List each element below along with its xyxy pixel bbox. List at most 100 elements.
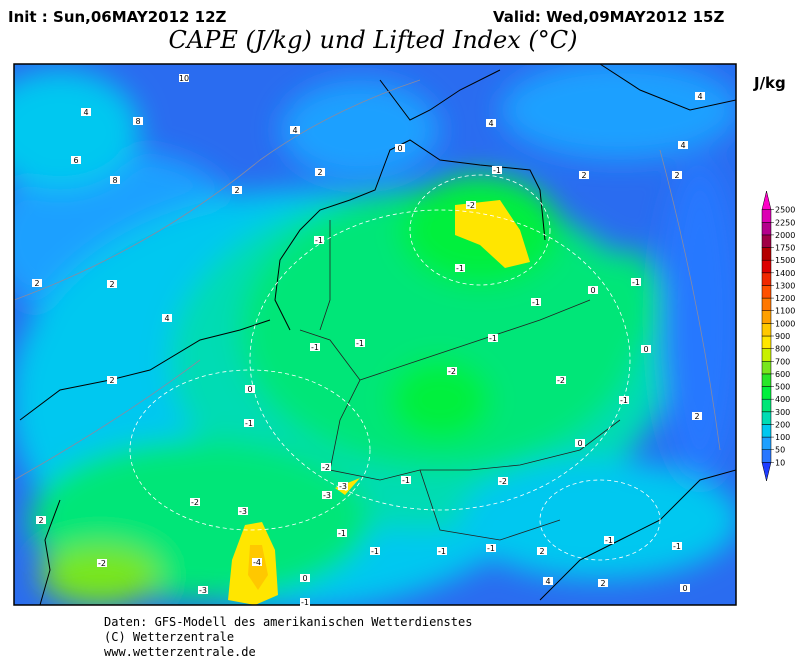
contour-label: 0 xyxy=(397,144,402,153)
contour-label-box xyxy=(36,516,46,524)
contour-label-box xyxy=(314,236,324,244)
contour-label-box xyxy=(447,367,457,375)
colorbar-label: 1500 xyxy=(775,256,795,265)
contour-label: -2 xyxy=(499,477,507,486)
contour-label: -1 xyxy=(338,529,346,538)
contour-label-box xyxy=(598,579,608,587)
contour-label: 6 xyxy=(73,156,78,165)
contour-label: -1 xyxy=(632,278,640,287)
contour-label: -2 xyxy=(557,376,565,385)
contour-label-box xyxy=(198,586,208,594)
contour-label: -1 xyxy=(311,343,319,352)
contour-label: -3 xyxy=(323,491,331,500)
contour-label-box xyxy=(97,559,107,567)
contour-label-box xyxy=(395,144,405,152)
colorbar-swatch xyxy=(761,436,772,450)
contour-label: 4 xyxy=(292,126,297,135)
contour-label: 0 xyxy=(247,385,252,394)
unit-label: J/kg xyxy=(753,74,786,92)
contour-label-box xyxy=(488,334,498,342)
colorbar-swatch xyxy=(761,373,772,387)
contour-label-box xyxy=(179,74,189,82)
contour-label-box xyxy=(71,156,81,164)
contour-label-box xyxy=(556,376,566,384)
contour-label: -1 xyxy=(493,166,501,175)
contour-label: -2 xyxy=(191,498,199,507)
colorbar-label: 1400 xyxy=(775,269,795,278)
colorbar-swatch xyxy=(761,348,772,362)
lifted-index-contours xyxy=(129,174,661,561)
colorbar-swatch xyxy=(761,310,772,324)
contour-label-box xyxy=(107,280,117,288)
colorbar-swatch xyxy=(761,209,772,223)
contour-label: -1 xyxy=(620,396,628,405)
colorbar-label: 1750 xyxy=(775,244,795,253)
contour-label: -1 xyxy=(438,547,446,556)
colorbar-arrow xyxy=(761,462,772,482)
contour-label: -1 xyxy=(301,598,309,607)
contour-label: 8 xyxy=(135,117,140,126)
contour-label-box xyxy=(310,343,320,351)
contour-label-box xyxy=(245,385,255,393)
contour-label: -1 xyxy=(371,547,379,556)
contour-label-box xyxy=(300,598,310,606)
colorbar-swatch xyxy=(761,386,772,400)
contour-label-box xyxy=(81,108,91,116)
colorbar-label: 600 xyxy=(775,370,790,379)
contour-label: -1 xyxy=(315,236,323,245)
colorbar-swatch xyxy=(761,323,772,337)
contour-label-box xyxy=(337,529,347,537)
contour-label: 2 xyxy=(539,547,544,556)
colorbar-swatch xyxy=(761,272,772,286)
contour-label: 0 xyxy=(590,286,595,295)
colorbar-label: 700 xyxy=(775,357,790,366)
colorbar-label: 800 xyxy=(775,345,790,354)
contour-label-box xyxy=(32,279,42,287)
contour-label-box xyxy=(619,396,629,404)
colorbar-swatch xyxy=(761,234,772,248)
colorbar-label: 1200 xyxy=(775,294,795,303)
colorbar-swatch xyxy=(761,222,772,236)
colorbar-swatch xyxy=(761,285,772,299)
contour-label-box xyxy=(579,171,589,179)
contour-label: 2 xyxy=(38,516,43,525)
positive-index-contours xyxy=(14,79,721,481)
contour-label: -1 xyxy=(245,419,253,428)
contour-label-box xyxy=(531,298,541,306)
contour-label-box xyxy=(498,477,508,485)
contour-label-box xyxy=(492,166,502,174)
contour-label-box xyxy=(290,126,300,134)
contour-label: -1 xyxy=(605,536,613,545)
init-time: Init : Sun,06MAY2012 12Z xyxy=(8,8,227,26)
colorbar-arrow xyxy=(761,190,772,210)
contour-label: 2 xyxy=(694,412,699,421)
contour-label-box xyxy=(588,286,598,294)
map-title: CAPE (J/kg) und Lifted Index (°C) xyxy=(169,26,578,54)
contour-label: 0 xyxy=(643,345,648,354)
contour-label-box xyxy=(678,141,688,149)
contour-label-box xyxy=(110,176,120,184)
contour-label-box xyxy=(466,201,476,209)
contour-label-box xyxy=(232,186,242,194)
contour-label: -1 xyxy=(489,334,497,343)
contour-label: -1 xyxy=(532,298,540,307)
footer-line: (C) Wetterzentrale xyxy=(104,630,234,644)
valid-time: Valid: Wed,09MAY2012 15Z xyxy=(493,8,724,26)
contour-label: 4 xyxy=(680,141,685,150)
coastlines xyxy=(19,64,736,605)
colorbar-label: 300 xyxy=(775,408,790,417)
contour-label-box xyxy=(692,412,702,420)
contour-label: -1 xyxy=(673,542,681,551)
contour-label-box xyxy=(537,547,547,555)
colorbar-label: 400 xyxy=(775,395,790,404)
contour-label-box xyxy=(355,339,365,347)
contour-label: 2 xyxy=(317,168,322,177)
contour-label: 4 xyxy=(164,314,169,323)
contour-label: -1 xyxy=(356,339,364,348)
contour-label: -1 xyxy=(402,476,410,485)
contour-label: -1 xyxy=(487,544,495,553)
contour-label-box xyxy=(370,547,380,555)
contour-label-box xyxy=(133,117,143,125)
colorbar-label: 10 xyxy=(775,458,785,467)
contour-label-box xyxy=(162,314,172,322)
